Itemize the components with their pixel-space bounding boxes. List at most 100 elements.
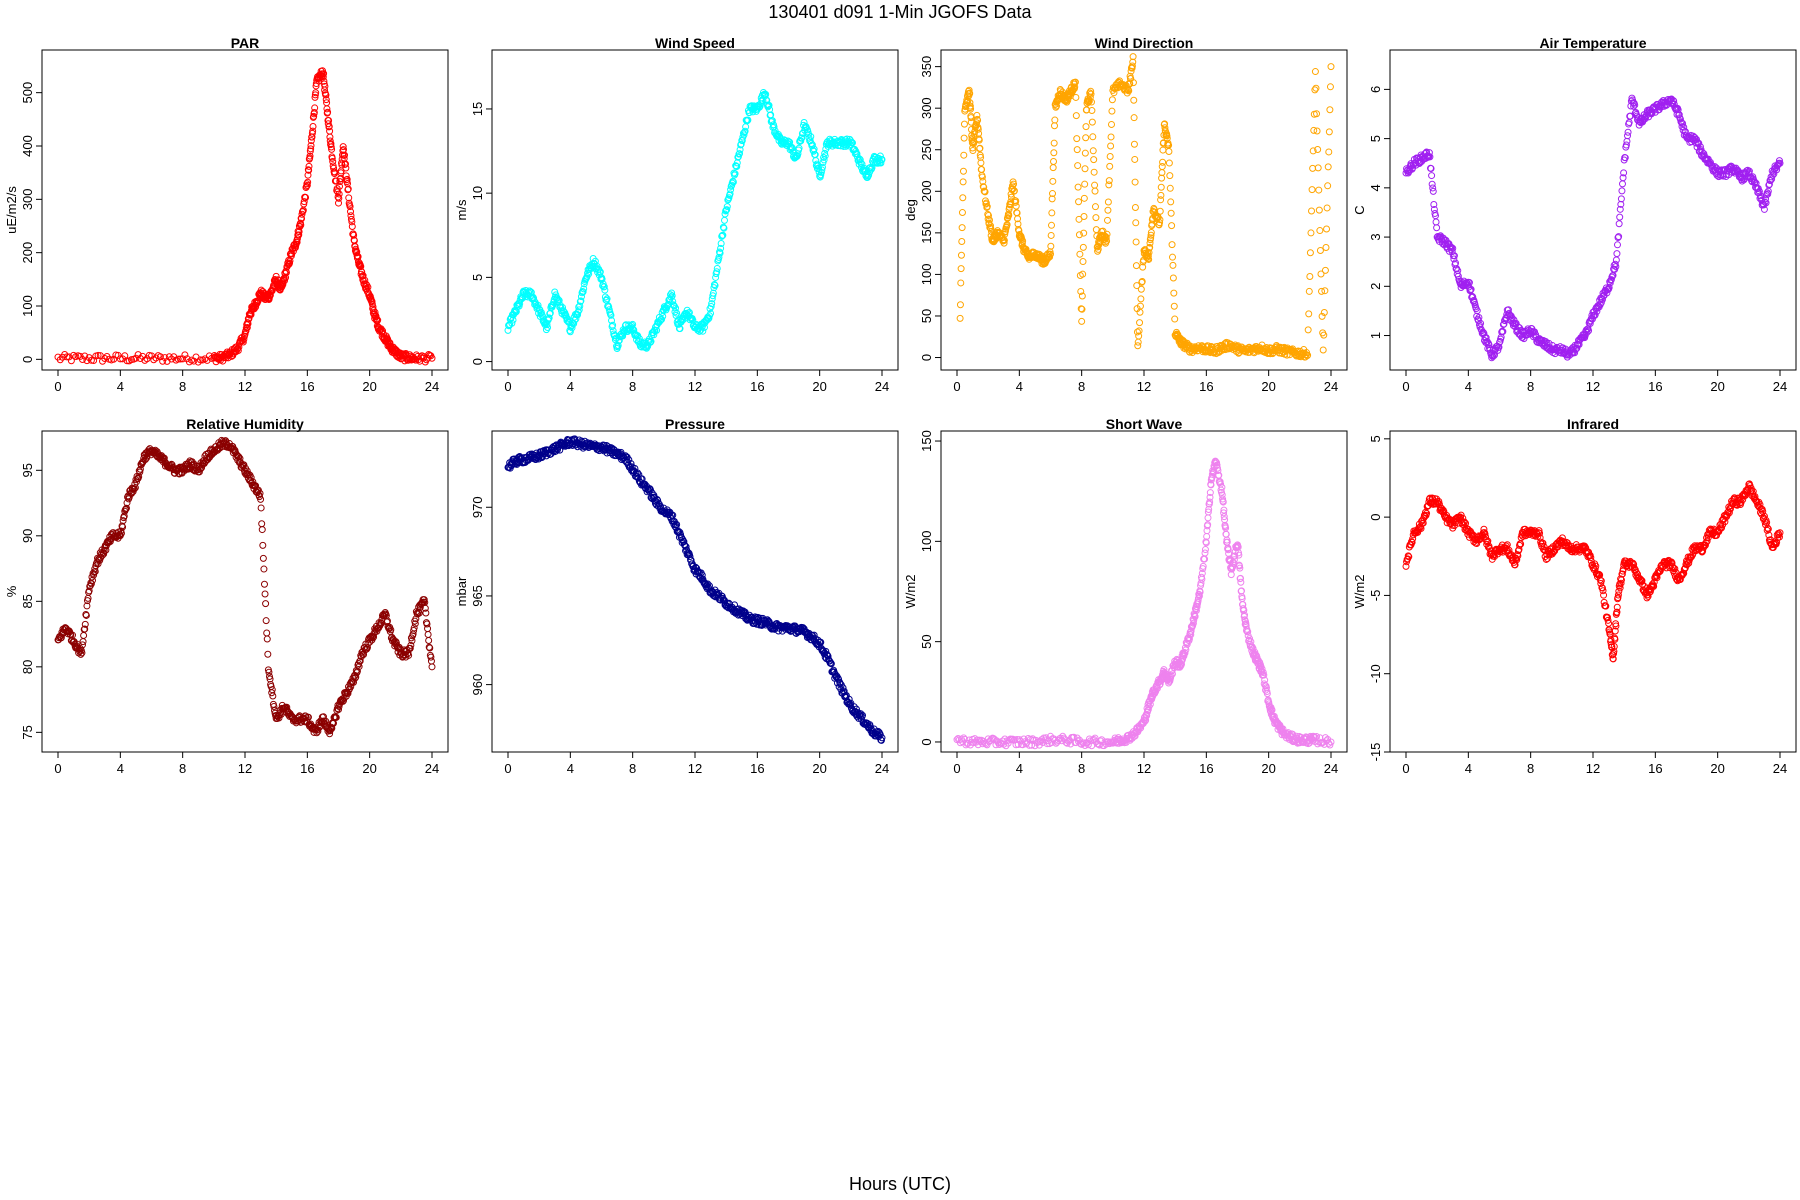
pressure-y-tick-label: 960 (470, 674, 485, 696)
par-y-axis-label: uE/m2/s (4, 186, 19, 234)
wind-direction-point (1321, 266, 1329, 274)
wind-speed-point (672, 304, 680, 312)
relative-humidity-y-tick-label: 80 (20, 660, 35, 674)
wind-speed-point (821, 149, 829, 157)
wind-direction-point (1050, 149, 1058, 157)
wind-direction-point (1108, 107, 1116, 115)
wind-direction-point (1165, 159, 1173, 167)
wind-direction-point (1305, 287, 1313, 295)
wind-direction-x-tick-label: 0 (953, 379, 960, 394)
wind-direction-y-tick-label: 150 (919, 222, 934, 244)
par-point (65, 353, 73, 361)
wind-direction-point (1326, 83, 1334, 91)
par-point (336, 178, 344, 186)
relative-humidity-point (260, 580, 268, 588)
wind-direction-y-tick-label: 350 (919, 56, 934, 78)
par-point (134, 351, 142, 359)
wind-speed-point (808, 141, 816, 149)
par-point (312, 89, 320, 97)
relative-humidity-point (257, 504, 265, 512)
wind-direction-point (1105, 177, 1113, 185)
wind-direction-point (1088, 118, 1096, 126)
short-wave-x-tick-label: 4 (1016, 761, 1023, 776)
wind-direction-point (961, 105, 969, 113)
wind-direction-point (1156, 216, 1164, 224)
wind-direction-point (1104, 198, 1112, 206)
wind-speed-point (807, 133, 815, 141)
relative-humidity-x-tick-label: 4 (117, 761, 124, 776)
par-point (358, 268, 366, 276)
wind-direction-point (1131, 178, 1139, 186)
air-temperature-point (1510, 316, 1518, 324)
wind-direction-point (1057, 87, 1065, 95)
wind-direction-point (1091, 203, 1099, 211)
wind-direction-point (1135, 327, 1143, 335)
wind-direction-point (969, 147, 977, 155)
air-temperature-point (1430, 200, 1438, 208)
par-point (347, 215, 355, 223)
short-wave-point (1204, 514, 1212, 522)
wind-speed-point (555, 296, 563, 304)
wind-direction-point (1090, 168, 1098, 176)
air-temperature-point (1428, 180, 1436, 188)
air-temperature-point (1512, 319, 1520, 327)
air-temperature-point (1573, 344, 1581, 352)
air-temperature-point (1427, 165, 1435, 173)
wind-direction-point (1079, 243, 1087, 251)
wind-speed-point (788, 144, 796, 152)
wind-direction-point (1327, 63, 1335, 71)
wind-direction-point (977, 159, 985, 167)
par-point (326, 133, 334, 141)
relative-humidity-point (261, 590, 269, 598)
wind-direction-title: Wind Direction (1095, 35, 1194, 51)
wind-direction-point (981, 188, 989, 196)
wind-direction-y-tick-label: 0 (919, 354, 934, 361)
wind-speed-point (669, 297, 677, 305)
par-point (311, 104, 319, 112)
short-wave-x-tick-label: 24 (1324, 761, 1338, 776)
wind-speed-point (668, 289, 676, 297)
wind-direction-point (1314, 146, 1322, 154)
par-point (185, 358, 193, 366)
wind-direction-point (1303, 352, 1311, 360)
wind-speed-point (734, 153, 742, 161)
wind-speed-point (818, 163, 826, 171)
air-temperature-x-tick-label: 20 (1710, 379, 1724, 394)
wind-direction-point (1161, 124, 1169, 132)
air-temperature-point (1429, 184, 1437, 192)
par-point (196, 356, 204, 364)
wind-direction-point (1145, 255, 1153, 263)
relative-humidity-point (263, 635, 271, 643)
wind-direction-point (1010, 180, 1018, 188)
relative-humidity-point (262, 617, 270, 625)
wind-speed-point (868, 164, 876, 172)
wind-speed-point (720, 224, 728, 232)
relative-humidity-x-tick-label: 8 (179, 761, 186, 776)
par-point (304, 171, 312, 179)
wind-direction-point (1168, 241, 1176, 249)
par-point (358, 272, 366, 280)
wind-direction-point (982, 199, 990, 207)
wind-direction-point (966, 102, 974, 110)
wind-direction-point (967, 105, 975, 113)
par-point (307, 145, 315, 153)
wind-direction-point (1136, 319, 1144, 327)
relative-humidity-point (80, 631, 88, 639)
wind-direction-point (1133, 282, 1141, 290)
wind-speed-point (508, 319, 516, 327)
air-temperature-point (1482, 334, 1490, 342)
wind-direction-point (1048, 209, 1056, 217)
pressure-x-tick-label: 0 (504, 761, 511, 776)
relative-humidity-y-tick-label: 75 (20, 725, 35, 739)
wind-speed-point (685, 308, 693, 316)
par-point (300, 200, 308, 208)
relative-humidity-point (258, 520, 266, 528)
wind-direction-point (974, 116, 982, 124)
air-temperature-point (1448, 248, 1456, 256)
wind-direction-point (1110, 89, 1118, 97)
wind-direction-point (1326, 106, 1334, 114)
par-point (365, 291, 373, 299)
wind-direction-point (1077, 305, 1085, 313)
